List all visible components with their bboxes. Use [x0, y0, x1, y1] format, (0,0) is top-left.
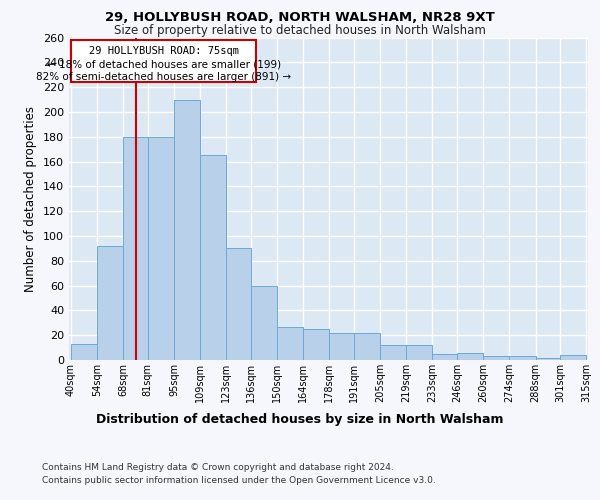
Bar	[536, 358, 560, 360]
Text: 82% of semi-detached houses are larger (891) →: 82% of semi-detached houses are larger (…	[36, 72, 291, 82]
Bar	[174, 100, 200, 360]
Bar	[457, 352, 483, 360]
Bar	[560, 355, 586, 360]
Bar	[354, 332, 380, 360]
Bar	[509, 356, 536, 360]
Bar	[200, 156, 226, 360]
Bar	[148, 136, 174, 360]
Text: Distribution of detached houses by size in North Walsham: Distribution of detached houses by size …	[96, 412, 504, 426]
Bar	[97, 246, 124, 360]
Text: Contains HM Land Registry data © Crown copyright and database right 2024.: Contains HM Land Registry data © Crown c…	[42, 464, 394, 472]
Bar	[483, 356, 509, 360]
Bar	[433, 354, 457, 360]
Y-axis label: Number of detached properties: Number of detached properties	[25, 106, 37, 292]
Bar	[71, 344, 97, 360]
Text: Size of property relative to detached houses in North Walsham: Size of property relative to detached ho…	[114, 24, 486, 37]
Bar	[277, 326, 303, 360]
Bar	[124, 136, 148, 360]
Bar	[329, 332, 354, 360]
Text: 29, HOLLYBUSH ROAD, NORTH WALSHAM, NR28 9XT: 29, HOLLYBUSH ROAD, NORTH WALSHAM, NR28 …	[105, 11, 495, 24]
FancyBboxPatch shape	[71, 40, 256, 82]
Bar	[380, 345, 406, 360]
Bar	[303, 329, 329, 360]
Text: 29 HOLLYBUSH ROAD: 75sqm: 29 HOLLYBUSH ROAD: 75sqm	[89, 46, 239, 56]
Text: Contains public sector information licensed under the Open Government Licence v3: Contains public sector information licen…	[42, 476, 436, 485]
Bar	[251, 286, 277, 360]
Bar	[226, 248, 251, 360]
Text: ← 18% of detached houses are smaller (199): ← 18% of detached houses are smaller (19…	[47, 59, 281, 69]
Bar	[406, 345, 433, 360]
